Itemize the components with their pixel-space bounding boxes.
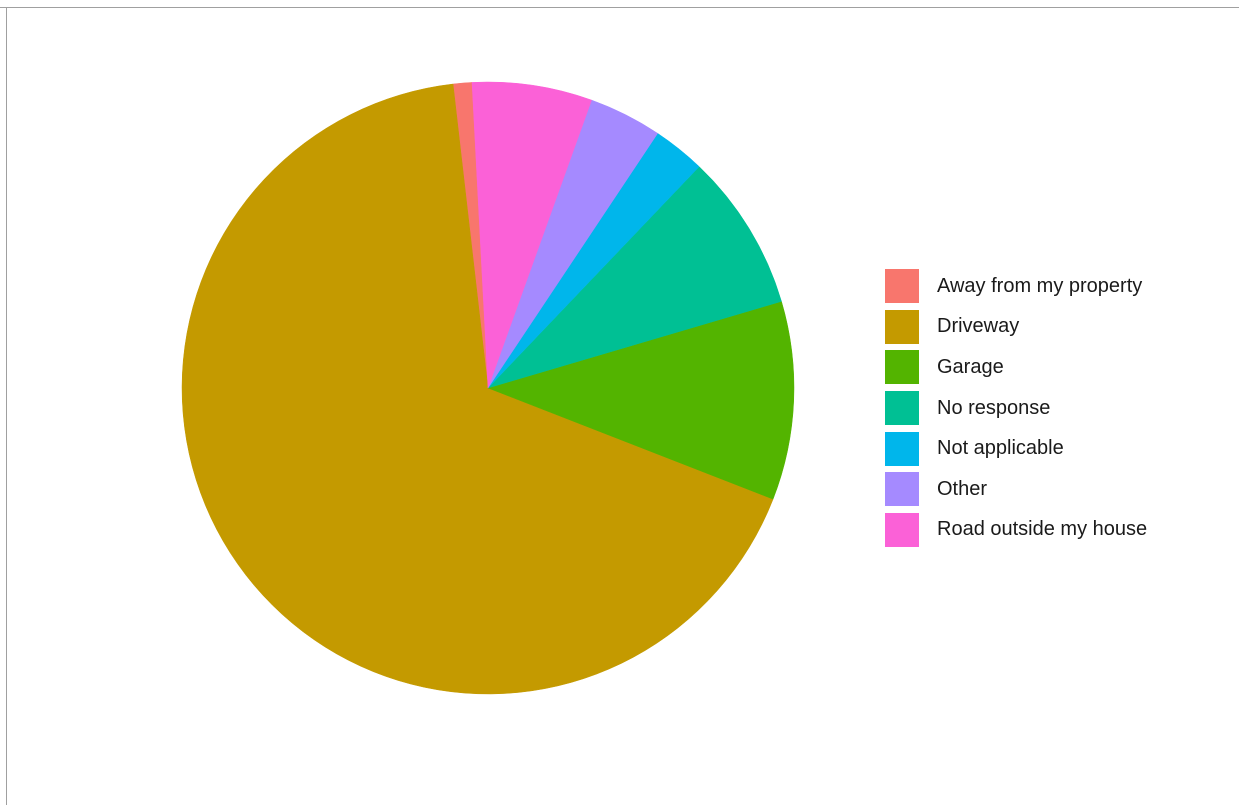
- legend: Away from my property Driveway Garage No re…: [884, 266, 1147, 550]
- legend-label-garage: Garage: [937, 355, 1004, 378]
- legend-key-other: [884, 471, 920, 508]
- legend-key-no-response: [884, 390, 920, 427]
- legend-label-not-applicable: Not applicable: [937, 437, 1064, 460]
- pie-slice-driveway: [181, 83, 774, 695]
- pie-slice-garage: [487, 301, 795, 500]
- legend-item-driveway: Driveway: [884, 307, 1147, 348]
- legend-label-road-outside-my-house: Road outside my house: [937, 518, 1148, 541]
- legend-label-away-from-my-property: Away from my property: [937, 274, 1143, 297]
- legend-item-no-response: No response: [884, 388, 1147, 429]
- legend-item-not-applicable: Not applicable: [884, 428, 1147, 469]
- legend-item-road-outside-my-house: Road outside my house: [884, 510, 1147, 551]
- legend-label-other: Other: [937, 477, 988, 500]
- pie-slice-road-outside-my-house: [471, 81, 592, 389]
- legend-key-garage: [884, 349, 920, 386]
- legend-key-away-from-my-property: [884, 268, 920, 305]
- legend-label-no-response: No response: [937, 396, 1051, 419]
- legend-key-not-applicable: [884, 430, 920, 467]
- legend-key-driveway: [884, 308, 920, 345]
- frame-corner: [0, 7, 7, 8]
- legend-item-away-from-my-property: Away from my property: [884, 266, 1147, 307]
- pie-slice-no-response: [487, 166, 782, 389]
- legend-key-road-outside-my-house: [884, 511, 920, 548]
- legend-item-other: Other: [884, 469, 1147, 510]
- legend-item-garage: Garage: [884, 347, 1147, 388]
- legend-label-driveway: Driveway: [937, 315, 1020, 338]
